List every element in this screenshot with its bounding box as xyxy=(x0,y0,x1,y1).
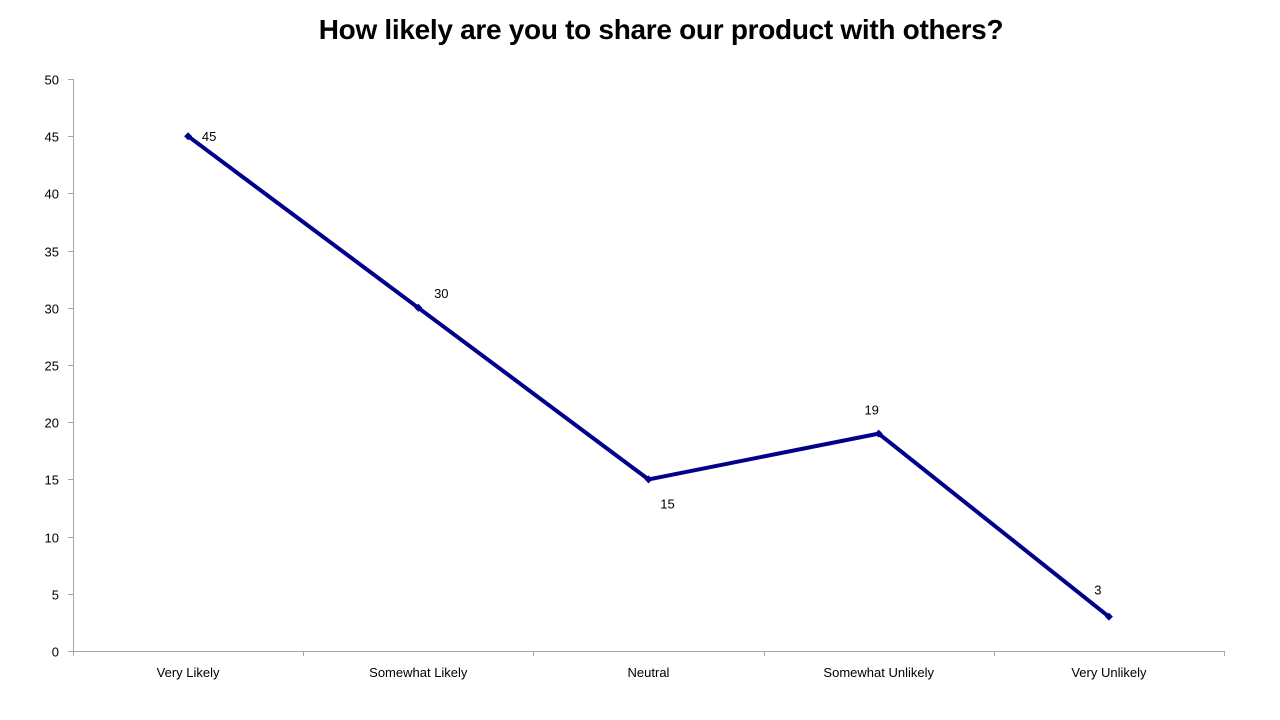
x-tick-label: Very Likely xyxy=(157,665,220,680)
chart-title: How likely are you to share our product … xyxy=(318,14,1004,45)
diamond-marker-icon xyxy=(414,303,423,312)
y-tick-label: 40 xyxy=(45,187,59,202)
diamond-marker-icon xyxy=(1104,612,1113,621)
data-label: 45 xyxy=(202,129,216,144)
x-axis: Very Likely Somewhat Likely Neutral Somewha… xyxy=(73,651,1225,680)
y-tick-label: 25 xyxy=(45,359,59,374)
diamond-marker-icon xyxy=(874,429,883,438)
data-label: 30 xyxy=(434,286,448,301)
diamond-marker-icon xyxy=(644,475,653,484)
data-label: 19 xyxy=(864,403,878,418)
y-tick-label: 45 xyxy=(45,130,59,145)
y-tick-label: 10 xyxy=(45,531,59,546)
x-tick-label: Neutral xyxy=(628,665,670,680)
data-label: 3 xyxy=(1094,583,1101,598)
data-label: 15 xyxy=(660,496,674,511)
y-tick-label: 15 xyxy=(45,473,59,488)
y-tick-label: 30 xyxy=(45,302,59,317)
data-labels: 45 30 15 19 3 xyxy=(202,129,1102,597)
series-line xyxy=(186,134,1111,619)
y-tick-label: 50 xyxy=(45,73,59,88)
x-tick-label: Somewhat Unlikely xyxy=(823,665,934,680)
data-series xyxy=(184,132,1113,621)
diamond-marker-icon xyxy=(184,132,193,141)
y-tick-label: 20 xyxy=(45,416,59,431)
x-tick-label: Somewhat Likely xyxy=(369,665,468,680)
y-tick-label: 35 xyxy=(45,245,59,260)
y-axis: 0 5 10 15 20 25 30 35 40 45 50 xyxy=(45,73,74,660)
y-tick-label: 0 xyxy=(52,645,59,660)
y-tick-label: 5 xyxy=(52,588,59,603)
x-tick-label: Very Unlikely xyxy=(1071,665,1147,680)
